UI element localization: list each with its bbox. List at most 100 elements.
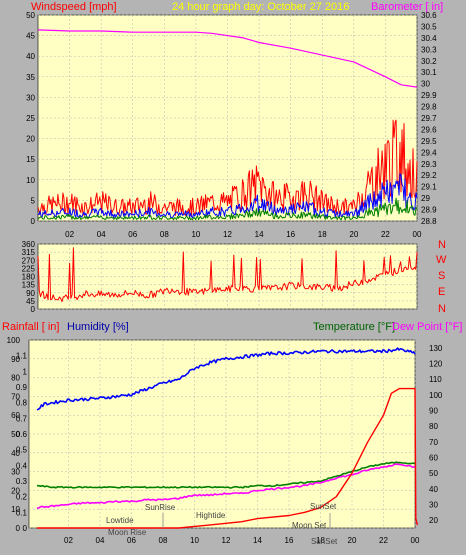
pressure-tick-label: 28.8 bbox=[421, 217, 437, 226]
direction-tick-label: 180 bbox=[22, 273, 36, 282]
temperature-tick-label: 100 bbox=[429, 391, 443, 400]
windspeed-axis-title: Windspeed [mph] bbox=[31, 1, 117, 13]
pressure-tick-label: 28.9 bbox=[421, 206, 437, 215]
compass-n-top: N bbox=[438, 239, 446, 251]
rainfall-tick-label: 0 bbox=[23, 524, 28, 533]
humidity-tick-label: 10 bbox=[11, 505, 20, 514]
temperature-tick-label: 90 bbox=[429, 407, 438, 416]
pressure-tick-label: 30.5 bbox=[421, 22, 437, 31]
hour-tick-label: 10 bbox=[191, 230, 200, 239]
temperature-tick-label: 80 bbox=[429, 422, 438, 431]
rainfall-tick-label: 0.4 bbox=[16, 461, 28, 470]
temperature-axis-title: Temperature [°F] bbox=[313, 321, 395, 333]
direction-tick-label: 0 bbox=[31, 305, 36, 314]
wind-direction-line bbox=[37, 247, 418, 303]
pressure-tick-label: 29.5 bbox=[421, 137, 437, 146]
wind-average-line bbox=[37, 173, 418, 219]
direction-tick-label: 360 bbox=[22, 240, 36, 249]
hour-tick-label: 20 bbox=[349, 230, 358, 239]
hour-tick-label: 04 bbox=[97, 230, 106, 239]
hour-tick-label: 14 bbox=[253, 536, 262, 545]
series-lines bbox=[36, 29, 419, 529]
compass-s: S bbox=[438, 270, 445, 282]
tick-labels: 0510152025303540455028.828.92929.129.229… bbox=[7, 11, 443, 545]
direction-tick-label: 45 bbox=[26, 297, 35, 306]
hour-tick-label: 22 bbox=[381, 230, 390, 239]
humidity-tick-label: 70 bbox=[11, 392, 20, 401]
pressure-tick-label: 29 bbox=[421, 194, 430, 203]
rainfall-axis-title: Rainfall [ in] bbox=[2, 321, 59, 333]
barometer-axis-title: Barometer [ in] bbox=[371, 1, 443, 13]
hour-tick-label: 08 bbox=[160, 230, 169, 239]
humidity-tick-label: 100 bbox=[7, 336, 21, 345]
hour-tick-label: 16 bbox=[286, 230, 295, 239]
wind-tick-label: 0 bbox=[31, 217, 36, 226]
hour-tick-label: 00 bbox=[411, 536, 420, 545]
direction-tick-label: 135 bbox=[22, 281, 36, 290]
pressure-tick-label: 29.9 bbox=[421, 91, 437, 100]
rainfall-tick-label: 1 bbox=[23, 367, 28, 376]
wind-tick-label: 30 bbox=[26, 93, 35, 102]
humidity-tick-label: 30 bbox=[11, 468, 20, 477]
hour-tick-label: 16 bbox=[285, 536, 294, 545]
hour-tick-label: 06 bbox=[127, 536, 136, 545]
compass-e: E bbox=[438, 286, 445, 298]
rainfall-tick-label: 0.9 bbox=[16, 383, 28, 392]
wind-tick-label: 40 bbox=[26, 52, 35, 61]
temperature-tick-label: 30 bbox=[429, 501, 438, 510]
rainfall-tick-label: 0.3 bbox=[16, 477, 28, 486]
pressure-tick-label: 30.6 bbox=[421, 11, 437, 20]
pressure-tick-label: 29.2 bbox=[421, 171, 437, 180]
pressure-tick-label: 29.4 bbox=[421, 148, 437, 157]
temperature-tick-label: 130 bbox=[429, 344, 443, 353]
wind-tick-label: 25 bbox=[26, 114, 35, 123]
direction-tick-label: 90 bbox=[26, 289, 35, 298]
lowtide-label: Lowtide bbox=[106, 516, 134, 525]
hour-tick-label: 12 bbox=[222, 536, 231, 545]
hour-tick-label: 00 bbox=[413, 230, 422, 239]
temperature-tick-label: 40 bbox=[429, 485, 438, 494]
hightide-label: Hightide bbox=[196, 511, 226, 520]
humidity-tick-label: 40 bbox=[11, 449, 20, 458]
direction-tick-label: 225 bbox=[22, 264, 36, 273]
compass-n-bottom: N bbox=[438, 303, 446, 315]
pressure-tick-label: 30.2 bbox=[421, 57, 437, 66]
wind-tick-label: 45 bbox=[26, 32, 35, 41]
hour-tick-label: 14 bbox=[255, 230, 264, 239]
humidity-tick-label: 0 bbox=[16, 524, 21, 533]
temperature-tick-label: 120 bbox=[429, 360, 443, 369]
pressure-tick-label: 29.6 bbox=[421, 125, 437, 134]
temperature-tick-label: 60 bbox=[429, 454, 438, 463]
sunrise-label: SunRise bbox=[145, 503, 176, 512]
pressure-tick-label: 30.4 bbox=[421, 34, 437, 43]
hour-tick-label: 04 bbox=[96, 536, 105, 545]
moonrise-label: Moon Rise bbox=[108, 528, 147, 537]
barometer-line bbox=[37, 29, 418, 88]
sunset-label: SunSet bbox=[310, 502, 337, 511]
rainfall-tick-label: 0.7 bbox=[16, 414, 28, 423]
windspeed-line bbox=[37, 119, 418, 216]
humidity-tick-label: 90 bbox=[11, 355, 20, 364]
pressure-tick-label: 29.8 bbox=[421, 103, 437, 112]
rainfall-tick-label: 1.1 bbox=[16, 352, 28, 361]
hour-tick-label: 10 bbox=[190, 536, 199, 545]
direction-tick-label: 270 bbox=[22, 256, 36, 265]
humidity-tick-label: 50 bbox=[11, 430, 20, 439]
temperature-tick-label: 20 bbox=[429, 516, 438, 525]
rainfall-tick-label: 0.1 bbox=[16, 508, 28, 517]
temperature-tick-label: 110 bbox=[429, 375, 442, 384]
graph-title: 24 hour graph day: October 27 2016 bbox=[172, 1, 349, 13]
rainfall-tick-label: 0.5 bbox=[16, 446, 28, 455]
pressure-tick-label: 29.7 bbox=[421, 114, 437, 123]
moonset-label: Moon Set bbox=[292, 521, 327, 530]
rainfall-tick-label: 0.6 bbox=[16, 430, 28, 439]
wind-tick-label: 5 bbox=[31, 196, 36, 205]
rainfall-tick-label: 0.8 bbox=[16, 399, 28, 408]
wind-tick-label: 50 bbox=[26, 11, 35, 20]
hour-tick-label: 12 bbox=[223, 230, 232, 239]
dewpoint-axis-title: Dew Point [°F] bbox=[392, 321, 462, 333]
dewpoint-line bbox=[36, 463, 416, 509]
hour-tick-label: 18 bbox=[316, 536, 325, 545]
direction-tick-label: 315 bbox=[22, 248, 36, 257]
